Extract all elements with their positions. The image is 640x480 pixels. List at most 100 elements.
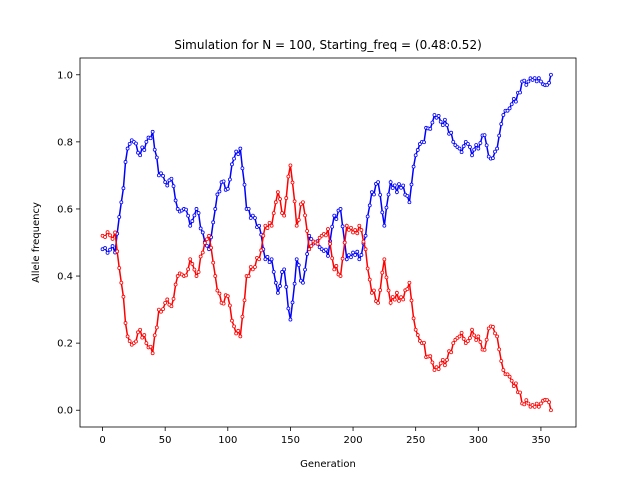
data-point: [161, 173, 165, 178]
data-point: [482, 133, 487, 138]
data-point: [436, 114, 441, 118]
data-point: [301, 200, 305, 205]
data-point: [484, 143, 489, 148]
data-point: [236, 328, 241, 333]
data-point: [253, 265, 257, 269]
data-point: [282, 267, 287, 272]
data-point: [250, 213, 255, 218]
data-point: [417, 142, 422, 146]
data-point: [399, 295, 403, 300]
data-point: [265, 226, 270, 230]
data-point: [532, 76, 537, 81]
data-point: [539, 79, 543, 84]
data-point: [305, 252, 310, 256]
data-point: [108, 233, 112, 238]
data-point: [394, 190, 399, 195]
data-point: [117, 215, 122, 219]
data-point: [273, 200, 278, 205]
y-tick-label: 0.6: [57, 204, 73, 215]
data-point: [136, 150, 140, 155]
data-point: [309, 244, 314, 248]
data-point: [246, 274, 251, 279]
data-point: [290, 300, 295, 305]
data-point: [472, 147, 477, 152]
data-point: [192, 213, 197, 218]
data-point: [236, 152, 241, 157]
data-point: [465, 141, 470, 146]
data-point: [449, 350, 454, 355]
data-point: [307, 247, 312, 252]
data-point: [501, 113, 506, 117]
data-point: [491, 156, 495, 161]
data-point: [445, 123, 449, 127]
data-point: [267, 260, 272, 265]
data-point: [332, 213, 337, 218]
data-point: [303, 213, 307, 218]
data-point: [413, 327, 418, 332]
x-tick-label: 100: [218, 435, 237, 446]
data-point: [238, 334, 243, 339]
data-point: [242, 182, 247, 187]
data-point: [415, 148, 420, 152]
x-tick-label: 250: [406, 435, 425, 446]
data-point: [476, 334, 481, 339]
data-point: [217, 189, 222, 194]
data-point: [359, 253, 364, 257]
data-point: [397, 298, 401, 303]
data-point: [474, 338, 479, 342]
data-point: [190, 219, 195, 223]
data-point: [534, 401, 539, 406]
data-point: [344, 257, 349, 262]
data-point: [136, 330, 140, 335]
data-point: [430, 360, 435, 365]
data-point: [315, 241, 320, 246]
data-point: [407, 280, 412, 285]
data-point: [134, 339, 138, 344]
data-point: [330, 224, 335, 229]
data-point: [445, 358, 449, 362]
data-point: [507, 106, 512, 111]
data-point: [334, 217, 339, 221]
x-tick-label: 50: [159, 435, 172, 446]
data-point: [369, 190, 374, 195]
data-point: [495, 334, 499, 339]
data-point: [150, 351, 155, 356]
data-point: [123, 160, 128, 164]
data-point: [261, 233, 266, 238]
data-point: [324, 247, 328, 252]
data-point: [259, 248, 264, 253]
series-layer: [100, 72, 553, 413]
data-point: [140, 335, 145, 340]
data-point: [121, 294, 126, 299]
x-tick-label: 300: [469, 435, 488, 446]
data-point: [263, 257, 268, 262]
data-point: [330, 256, 335, 261]
data-point: [265, 255, 270, 259]
y-tick-label: 0.8: [57, 137, 73, 148]
data-point: [380, 210, 385, 215]
data-point: [290, 180, 295, 185]
data-point: [476, 146, 481, 151]
data-point: [127, 339, 132, 344]
data-point: [518, 90, 522, 95]
data-point: [242, 298, 247, 303]
data-point: [526, 79, 531, 84]
data-point: [378, 288, 383, 292]
data-point: [213, 274, 218, 278]
data-point: [493, 149, 497, 154]
data-point: [478, 340, 483, 344]
data-point: [275, 290, 280, 295]
data-point: [123, 321, 128, 325]
data-point: [472, 333, 477, 338]
data-point: [227, 177, 232, 182]
data-point: [152, 147, 157, 152]
data-point: [184, 207, 188, 212]
data-point: [422, 340, 426, 345]
data-point: [442, 363, 447, 368]
data-point: [232, 156, 236, 161]
x-axis-label: Generation: [300, 459, 356, 470]
data-point: [150, 129, 155, 134]
data-point: [495, 146, 499, 151]
data-point: [386, 192, 391, 197]
data-point: [351, 250, 355, 255]
